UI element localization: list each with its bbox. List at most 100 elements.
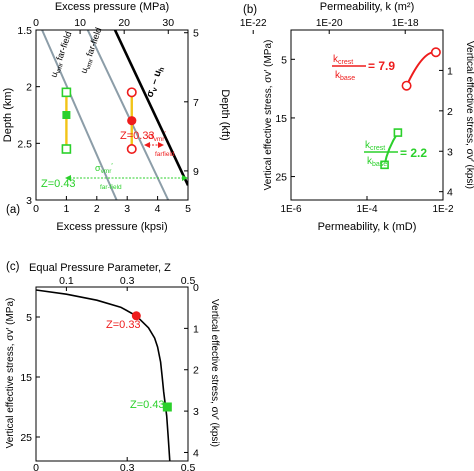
z-043-label-c: Z=0.43 [130, 399, 165, 411]
panel-b-bottom-tick-label: 1E-6 [280, 204, 302, 215]
panel-a-right-axis-label: Depth (kft) [219, 89, 231, 140]
panel-c-left-tick-label: 15 [20, 372, 32, 384]
svg-text:kcrest: kcrest [365, 140, 385, 152]
panel-c-top-tick-label: 0.5 [181, 275, 196, 287]
panel-c-frame [35, 286, 189, 462]
panel-c-bottom-tick-label: 0 [33, 462, 39, 471]
panel-c-right-tick-label: 1 [193, 323, 199, 335]
panel-a-left-tick-label: 2 [26, 82, 32, 94]
panel-b-left-tick-label: 5 [281, 54, 287, 66]
panel-b-right-axis-label: Vertical effective stress, σv′ (kpsi) [464, 41, 474, 189]
panel-a-ticks: 0 1 2 3 4 5 0 10 20 30 1.5 2 2.5 3 5 7 9 [17, 17, 199, 215]
panel-c-point-square [162, 402, 172, 412]
panel-c-bottom-tick-label: 0.3 [120, 462, 135, 471]
panel-a: 0 1 2 3 4 5 0 10 20 30 1.5 2 2.5 3 5 7 9 (a) Excess pres… [2, 1, 231, 233]
svg-text:kbase: kbase [367, 156, 387, 168]
panel-a-bottom-tick-label: 1 [63, 203, 69, 215]
panel-a-right-tick-label: 5 [193, 28, 199, 40]
panel-b-left-tick-label: 15 [275, 113, 287, 125]
panel-c-left-axis-label: Vertical effective stress, σv′ (MPa) [5, 298, 16, 449]
ratio-green-value: = 2.2 [400, 146, 427, 160]
panel-b-left-tick-label: 25 [275, 172, 287, 184]
panel-a-bottom-tick-label: 5 [185, 203, 191, 215]
panel-b-plot-area [380, 47, 441, 170]
panel-b-series-line-green [383, 132, 399, 166]
z-033-label-a: Z=0.33 [120, 130, 155, 142]
farfield-red-label: farfield [155, 151, 175, 158]
panel-a-series-line-2 [113, 30, 188, 186]
sigma-vmr-green-label: σvmr′ [95, 163, 113, 175]
panel-a-bottom-tick-label: 0 [33, 203, 39, 215]
panel-b-bottom-tick-label: 1E-4 [356, 204, 378, 215]
panel-b-label: (b) [243, 4, 257, 16]
panel-a-profile-end-circle-0 [126, 87, 137, 98]
panel-b-point-green [380, 160, 389, 170]
panel-c-top-tick-label: 0.3 [120, 275, 135, 287]
panel-a-profile-end-square-1 [61, 144, 72, 154]
panel-c-point-circle [131, 311, 141, 321]
panel-a-left-tick-label: 3 [26, 195, 32, 207]
panel-b-frame [290, 29, 444, 201]
panel-a-profile-marker-circle [127, 116, 137, 126]
panel-c-left-tick-label: 5 [26, 312, 32, 324]
panel-a-bottom-tick-label: 3 [124, 203, 130, 215]
panel-a-frame [35, 29, 189, 201]
ratio-label-red: kcrest kbase = 7.9 [332, 54, 395, 82]
panel-a-top-axis-label: Excess pressure (MPa) [55, 1, 169, 13]
panel-a-label: (a) [6, 204, 20, 216]
panel-b-point-red [401, 80, 412, 91]
panel-b-bottom-tick-label: 1E-2 [432, 204, 454, 215]
panel-b: 1E-6 1E-4 1E-2 1E-22 1E-20 1E-18 5 15 25 1 2 3 4 (b)… [240, 1, 474, 233]
panel-a-bottom-tick-label: 4 [155, 203, 161, 215]
svg-text:kbase: kbase [335, 70, 355, 82]
panel-b-top-tick-label: 1E-22 [240, 18, 267, 29]
panel-c-z-curve [36, 289, 171, 461]
panel-a-profile-marker-square [62, 111, 71, 119]
panel-b-point-red [430, 47, 441, 58]
panel-b-left-axis-label: Vertical effective stress, σv′ (MPa) [263, 40, 274, 191]
panel-c-right-tick-label: 3 [193, 406, 199, 418]
lithostat-label: σv – uh [144, 65, 166, 99]
panel-c-top-tick-label: 0.1 [59, 275, 74, 287]
panel-a-series-line-1 [86, 30, 170, 200]
panel-a-bottom-axis-label: Excess pressure (kpsi) [56, 221, 167, 233]
panel-c-right-axis-label: Vertical effective stress, σv′ (kpsi) [209, 299, 220, 447]
panel-b-right-tick-label: 2 [447, 106, 453, 118]
panel-a-series-line-0 [41, 30, 118, 200]
panel-a-left-axis-label: Depth (km) [2, 88, 14, 142]
panel-a-right-tick-label: 7 [193, 97, 199, 109]
panel-c-left-tick-label: 25 [20, 432, 32, 444]
panel-b-ticks: 1E-6 1E-4 1E-2 1E-22 1E-20 1E-18 5 15 25 1 2 3 4 [240, 18, 454, 215]
panel-a-top-tick-label: 30 [162, 17, 174, 29]
ratio-label-green: kcrest kbase = 2.2 [364, 140, 427, 168]
uvmr-far-field-label-b: uvmrfar-field [78, 26, 105, 75]
panel-a-right-tick-label: 9 [193, 166, 199, 178]
panel-c-bottom-tick-label: 0.5 [181, 462, 196, 471]
panel-c-plot-area [36, 289, 172, 461]
panel-b-top-axis-label: Permeability, k (m²) [320, 1, 415, 13]
panel-a-profile-end-square-0 [61, 87, 72, 98]
panel-a-top-tick-label: 20 [118, 17, 130, 29]
panel-c-top-axis-label: Equal Pressure Parameter, Z [29, 262, 171, 274]
panel-b-top-tick-label: 1E-20 [316, 18, 343, 29]
z-033-label-c: Z=0.33 [106, 319, 141, 331]
svg-text:kcrest: kcrest [333, 54, 353, 66]
panel-b-point-green [393, 128, 403, 137]
panel-c-right-tick-label: 4 [193, 447, 199, 459]
panel-a-profile-end-circle-1 [126, 144, 137, 155]
panel-a-left-tick-label: 1.5 [17, 25, 32, 37]
panel-c-right-tick-label: 2 [193, 365, 199, 377]
panel-b-series-line-red [405, 51, 437, 87]
panel-a-top-tick-label: 0 [33, 17, 39, 29]
panel-a-left-tick-label: 2.5 [17, 138, 32, 150]
ratio-red-value: = 7.9 [368, 59, 395, 73]
panel-b-right-tick-label: 4 [447, 187, 453, 199]
panel-b-right-tick-label: 3 [447, 146, 453, 158]
sigma-vmr-red-label: σvmr′ [148, 131, 166, 143]
panel-a-bottom-tick-label: 2 [94, 203, 100, 215]
farfield-green-label: far-field [100, 184, 122, 191]
panel-a-plot-area [41, 30, 188, 200]
